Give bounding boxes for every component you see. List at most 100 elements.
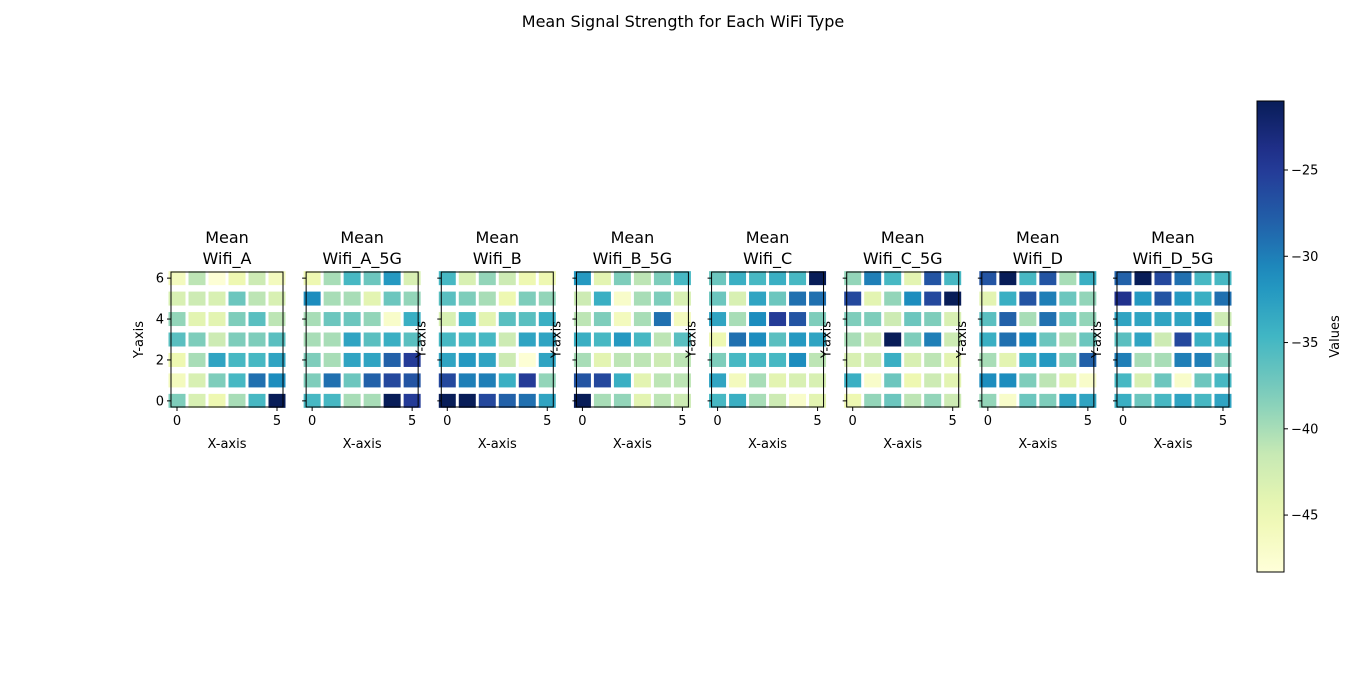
heatmap-cell	[999, 312, 1017, 327]
heatmap-cell	[383, 352, 401, 367]
heatmap-cell	[944, 393, 962, 408]
heatmap-cell	[593, 271, 611, 286]
heatmap-cell	[438, 393, 456, 408]
panel-title-line2: Wifi_D_5G	[1133, 249, 1214, 269]
heatmap-cell	[844, 393, 862, 408]
heatmap-cell	[633, 271, 651, 286]
heatmap-cell	[573, 393, 591, 408]
heatmap-cell	[729, 393, 747, 408]
heatmap-cell	[458, 291, 476, 306]
heatmap-cell	[633, 373, 651, 388]
heatmap-cell	[633, 393, 651, 408]
x-axis-label: X-axis	[748, 437, 787, 452]
heatmap-cell	[538, 393, 556, 408]
heatmap-cell	[268, 332, 286, 347]
heatmap-cell	[593, 373, 611, 388]
x-axis-label: X-axis	[208, 437, 247, 452]
heatmap-cell	[363, 312, 381, 327]
heatmap-cell	[1214, 312, 1232, 327]
heatmap-cell	[498, 332, 516, 347]
heatmap-cell	[884, 291, 902, 306]
heatmap-cell	[613, 312, 631, 327]
heatmap-cell	[979, 352, 997, 367]
heatmap-cell	[248, 312, 266, 327]
heatmap-cell	[1019, 271, 1037, 286]
heatmap-cell	[673, 393, 691, 408]
heatmap-cell	[458, 332, 476, 347]
x-tick-label: 5	[813, 414, 821, 429]
heatmap-cell	[518, 373, 536, 388]
heatmap-cell	[709, 312, 727, 327]
heatmap-cell	[904, 332, 922, 347]
axes-frame	[1116, 271, 1230, 408]
heatmap-cell	[478, 352, 496, 367]
x-tick-label: 5	[543, 414, 551, 429]
heatmap-cell	[1114, 312, 1132, 327]
heatmap-cell	[1039, 291, 1057, 306]
heatmap-cell	[999, 352, 1017, 367]
panel-title-line1: Mean	[475, 228, 519, 247]
heatmap-cell	[864, 291, 882, 306]
panel-title-line1: Mean	[1151, 228, 1195, 247]
heatmap-cell	[168, 332, 186, 347]
heatmap-cell	[633, 332, 651, 347]
heatmap-cell	[573, 271, 591, 286]
heatmap-cell	[383, 312, 401, 327]
heatmap-cell	[208, 312, 226, 327]
heatmap-cell	[789, 271, 807, 286]
x-tick-label: 5	[408, 414, 416, 429]
heatmap-cell	[1154, 332, 1172, 347]
heatmap-cell	[789, 373, 807, 388]
heatmap-cell	[924, 332, 942, 347]
y-tick-label: 6	[156, 272, 164, 287]
heatmap-cell	[538, 271, 556, 286]
heatmap-cell	[343, 352, 361, 367]
heatmap-cell	[248, 352, 266, 367]
heatmap-cell	[188, 393, 206, 408]
heatmap-cell	[1079, 373, 1097, 388]
colorbar-tick-label: −25	[1291, 164, 1318, 179]
heatmap-cell	[538, 332, 556, 347]
figure-title: Mean Signal Strength for Each WiFi Type	[522, 12, 844, 31]
heatmap-cell	[884, 373, 902, 388]
heatmap-cell	[478, 271, 496, 286]
heatmap-cell	[188, 352, 206, 367]
heatmap-cell	[438, 373, 456, 388]
heatmap-cell	[383, 373, 401, 388]
heatmap-cell	[268, 312, 286, 327]
heatmap-cell	[343, 271, 361, 286]
heatmap-cell	[673, 373, 691, 388]
heatmap-cell	[363, 393, 381, 408]
heatmap-cell	[518, 352, 536, 367]
heatmap-cell	[1194, 312, 1212, 327]
heatmap-cell	[478, 373, 496, 388]
heatmap-cell	[653, 373, 671, 388]
heatmap-cell	[789, 312, 807, 327]
colorbar-label: Values	[1328, 315, 1343, 358]
heatmap-cell	[613, 352, 631, 367]
heatmap-cell	[1114, 291, 1132, 306]
heatmap-cell	[999, 393, 1017, 408]
panel-title-line1: Mean	[1016, 228, 1060, 247]
y-axis-label: Y-axis	[132, 321, 147, 359]
heatmap-panel: 0 5 Mean Wifi_B X-axis Y-axis	[414, 228, 556, 452]
heatmap-cell	[864, 271, 882, 286]
heatmap-cell	[593, 332, 611, 347]
heatmap-cell	[924, 352, 942, 367]
x-axis-label: X-axis	[1153, 437, 1192, 452]
heatmap-cell	[749, 373, 767, 388]
heatmap-cell	[228, 291, 246, 306]
heatmap-cell	[208, 373, 226, 388]
heatmap-cell	[789, 352, 807, 367]
heatmap-cell	[573, 352, 591, 367]
heatmap-cell	[1079, 271, 1097, 286]
heatmap-cell	[168, 291, 186, 306]
heatmap-cell	[673, 291, 691, 306]
heatmap-cell	[749, 352, 767, 367]
heatmap-cell	[673, 312, 691, 327]
heatmap-cell	[1059, 373, 1077, 388]
heatmap-cell	[268, 352, 286, 367]
panel-title-line2: Wifi_C	[743, 249, 792, 269]
heatmap-cell	[1039, 332, 1057, 347]
heatmap-cell	[403, 373, 421, 388]
